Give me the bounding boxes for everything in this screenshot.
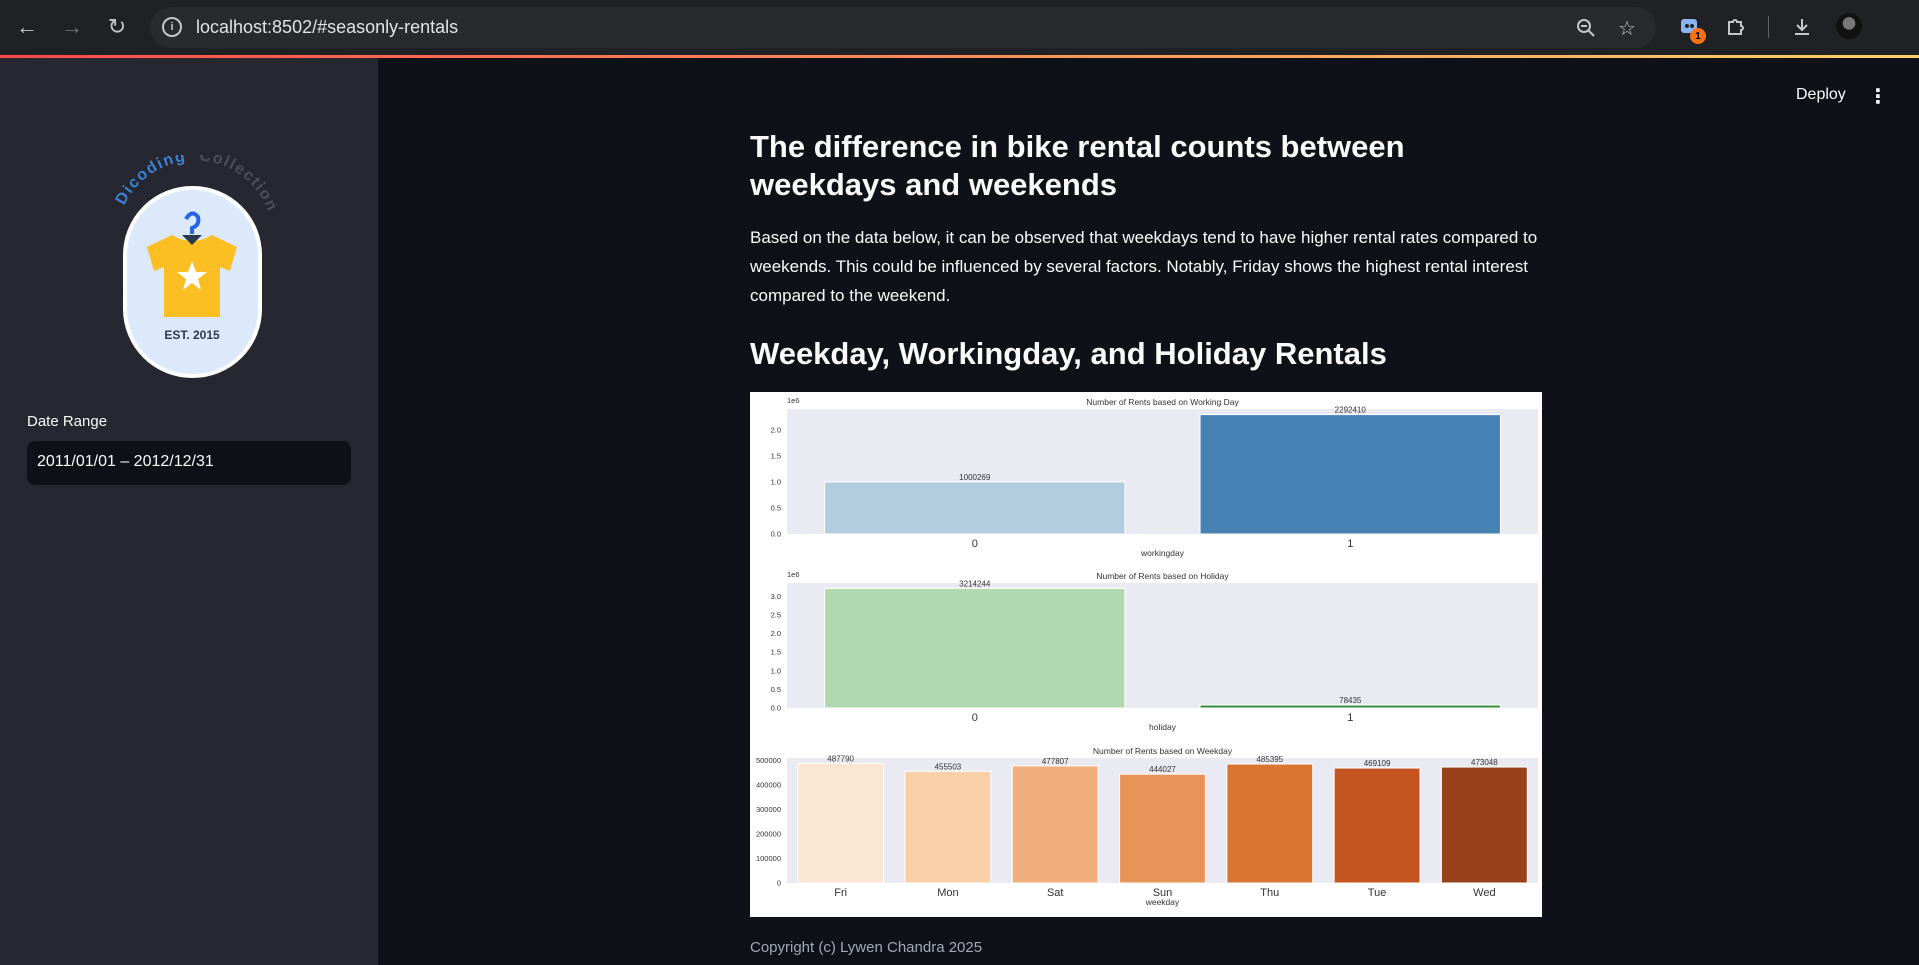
x-axis-label-2: weekday <box>1145 897 1180 907</box>
data-label-2-3: 444027 <box>1149 765 1176 774</box>
zoom-icon[interactable] <box>1574 16 1598 40</box>
description-paragraph: Based on the data below, it can be obser… <box>750 228 1538 305</box>
date-range-label: Date Range <box>27 413 108 430</box>
bar-1-0 <box>824 587 1126 709</box>
reload-icon[interactable]: ↻ <box>107 14 127 39</box>
y-tick-label-0: 1.5 <box>771 451 781 460</box>
toolbar-separator <box>1768 16 1769 38</box>
y-tick-label-2: 500000 <box>756 756 781 765</box>
x-tick-label-2-3: Sun <box>1153 887 1173 899</box>
x-tick-label-1-0: 0 <box>972 712 978 724</box>
data-label-2-4: 485395 <box>1256 755 1283 764</box>
data-label-0-1: 2292410 <box>1335 406 1367 415</box>
chart-title-1: Number of Rents based on Holiday <box>1096 571 1229 581</box>
x-axis-label-0: workingday <box>1140 548 1185 558</box>
y-tick-label-0: 0.5 <box>771 503 781 512</box>
more-vert-icon[interactable]: ⋮ <box>1868 86 1888 108</box>
date-range-input[interactable]: 2011/01/01 – 2012/12/31 <box>27 441 351 485</box>
data-label-1-0: 3214244 <box>959 579 991 588</box>
address-bar[interactable]: i localhost:8502/#seasonly-rentals ☆ <box>150 7 1656 48</box>
chart-title-0: Number of Rents based on Working Day <box>1086 397 1239 407</box>
y-tick-label-1: 0.0 <box>771 704 781 713</box>
bar-0-1 <box>1199 414 1501 535</box>
y-tick-label-2: 300000 <box>756 805 781 814</box>
data-label-2-5: 469109 <box>1364 759 1391 768</box>
data-label-0-0: 1000269 <box>959 473 991 482</box>
charts-svg: Number of Rents based on Working Day 1e6 0… <box>756 396 1538 907</box>
offset-text-1: 1e6 <box>787 570 800 579</box>
x-tick-label-2-5: Tue <box>1368 887 1387 899</box>
info-icon[interactable]: i <box>162 17 182 37</box>
x-tick-label-2-0: Fri <box>834 887 847 899</box>
back-icon[interactable]: ← <box>16 14 38 39</box>
y-tick-label-1: 2.0 <box>771 629 781 638</box>
y-tick-label-1: 2.5 <box>771 610 781 619</box>
extension-badge: 1 <box>1690 28 1706 44</box>
x-tick-label-2-6: Wed <box>1473 887 1495 899</box>
data-label-2-6: 473048 <box>1471 758 1498 767</box>
footer-copyright: Copyright (c) Lywen Chandra 2025 <box>750 939 983 956</box>
data-label-1-1: 78435 <box>1339 696 1362 705</box>
logo-est-text: EST. 2015 <box>164 328 220 342</box>
bar-2-5 <box>1333 767 1421 884</box>
y-tick-label-1: 0.5 <box>771 685 781 694</box>
x-axis-label-1: holiday <box>1149 722 1177 732</box>
section-title: Weekday, Workingday, and Holiday Rentals <box>750 336 1387 371</box>
x-tick-label-2-2: Sat <box>1047 887 1064 899</box>
star-icon[interactable]: ☆ <box>1618 17 1636 40</box>
x-tick-label-1-1: 1 <box>1347 712 1353 724</box>
bar-1-1 <box>1199 704 1501 709</box>
y-tick-label-1: 3.0 <box>771 592 781 601</box>
data-label-2-2: 477807 <box>1042 757 1069 766</box>
browser-toolbar: ← → ↻ i localhost:8502/#seasonly-rentals… <box>0 0 1919 55</box>
forward-icon[interactable]: → <box>61 14 83 39</box>
bar-2-1 <box>904 770 992 884</box>
chart-title-2: Number of Rents based on Weekday <box>1093 746 1233 756</box>
page-title: The difference in bike rental counts bet… <box>750 129 1405 202</box>
bar-2-3 <box>1119 773 1206 884</box>
x-tick-label-0-0: 0 <box>972 538 978 550</box>
avatar[interactable] <box>1836 13 1862 39</box>
bar-2-6 <box>1440 766 1528 884</box>
deploy-button[interactable]: Deploy <box>1796 86 1846 103</box>
y-tick-label-0: 1.0 <box>771 477 781 486</box>
offset-text-0: 1e6 <box>787 396 800 405</box>
y-tick-label-2: 400000 <box>756 780 781 789</box>
data-label-2-0: 487790 <box>827 754 854 763</box>
y-tick-label-2: 100000 <box>756 854 781 863</box>
y-tick-label-0: 2.0 <box>771 425 781 434</box>
bar-0-0 <box>824 481 1126 535</box>
bar-2-2 <box>1011 765 1099 884</box>
y-tick-label-0: 0.0 <box>771 530 781 539</box>
y-tick-label-2: 200000 <box>756 829 781 838</box>
download-icon[interactable] <box>1788 13 1816 41</box>
x-tick-label-2-1: Mon <box>937 887 958 899</box>
url-text[interactable]: localhost:8502/#seasonly-rentals <box>196 17 459 37</box>
chart-figure: Number of Rents based on Working Day 1e6 0… <box>750 392 1542 917</box>
y-tick-label-2: 0 <box>777 879 781 888</box>
x-tick-label-2-4: Thu <box>1260 887 1279 899</box>
bar-2-4 <box>1226 763 1314 884</box>
logo: Dicoding Collection EST. 2015 <box>110 147 279 385</box>
x-tick-label-0-1: 1 <box>1347 538 1353 550</box>
bar-2-0 <box>797 762 885 884</box>
loading-bar <box>0 55 1919 58</box>
y-tick-label-1: 1.0 <box>771 666 781 675</box>
y-tick-label-1: 1.5 <box>771 648 781 657</box>
puzzle-icon[interactable] <box>1722 13 1750 41</box>
data-label-2-1: 455503 <box>935 762 962 771</box>
